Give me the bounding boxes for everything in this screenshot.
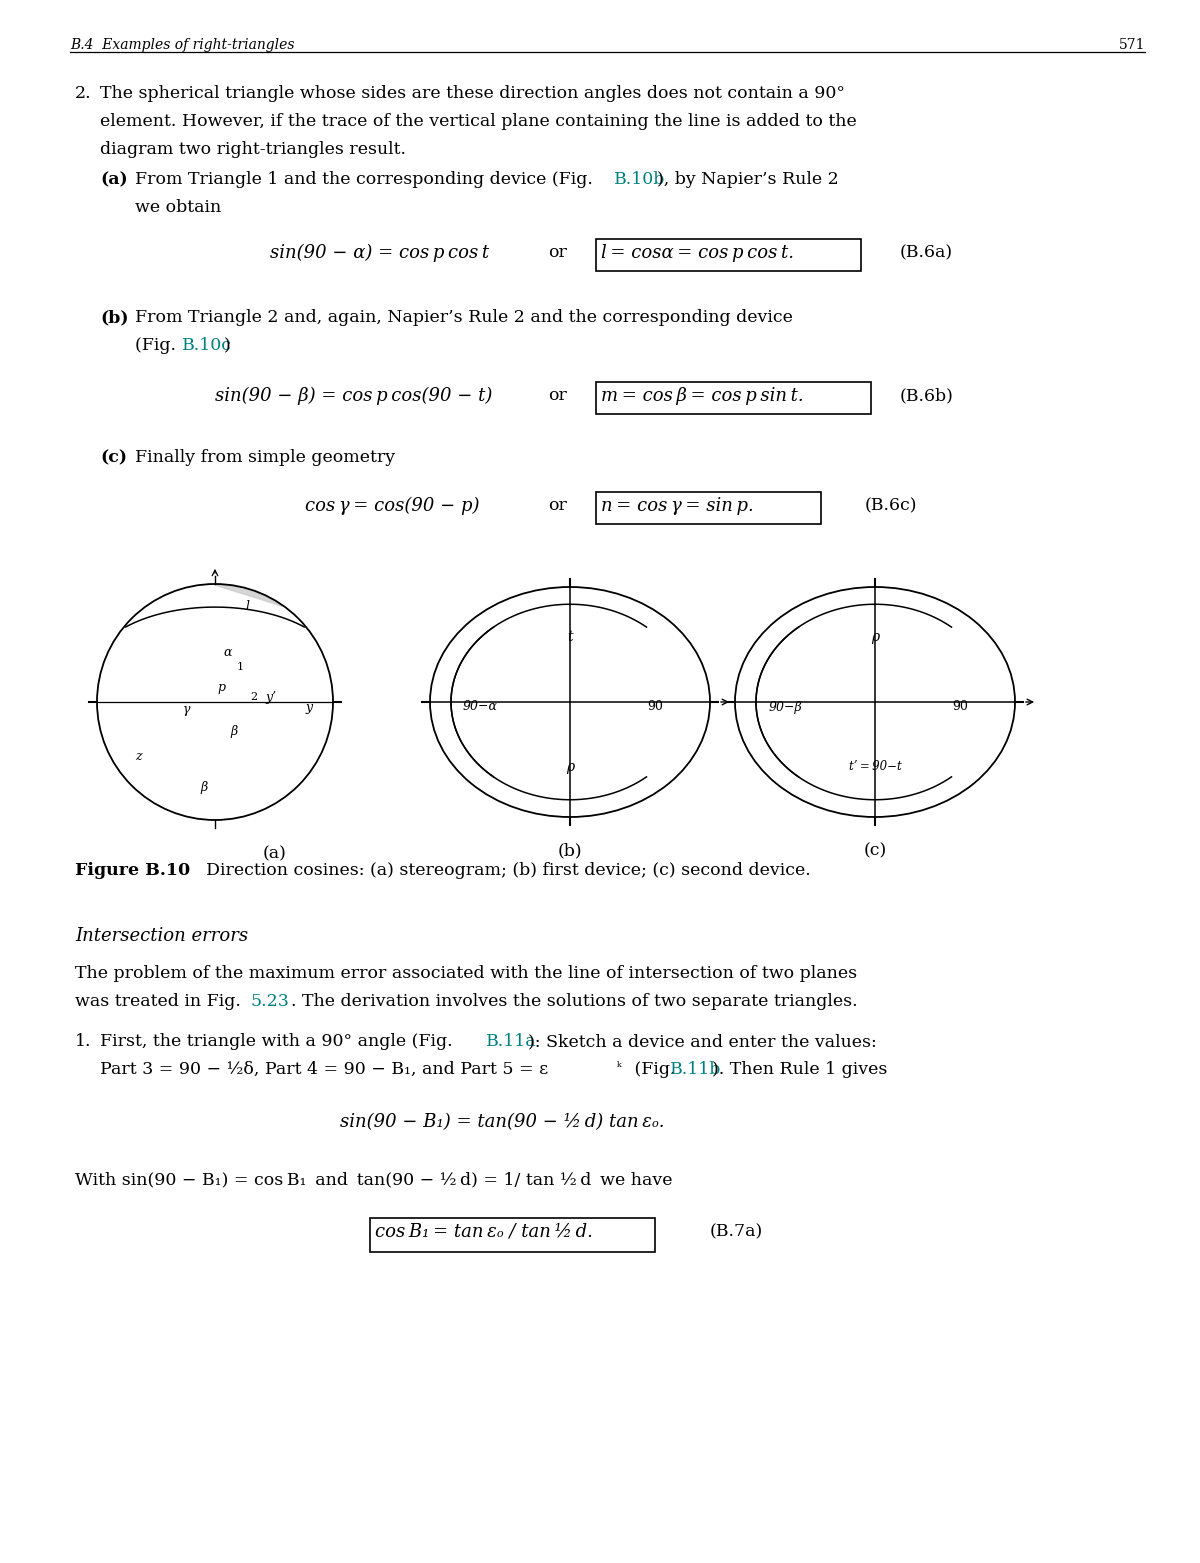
Text: Intersection errors: Intersection errors [74,927,248,946]
Text: 1: 1 [238,663,244,672]
Text: Part 3 = 90 − ½δ, Part 4 = 90 − B₁, and Part 5 = ε: Part 3 = 90 − ½δ, Part 4 = 90 − B₁, and … [100,1061,548,1078]
Text: sin(90 − α) = cos p cos t: sin(90 − α) = cos p cos t [270,244,490,263]
Text: (B.6c): (B.6c) [865,497,918,514]
Text: 90: 90 [647,700,662,713]
Text: m = cos β = cos p sin t.: m = cos β = cos p sin t. [601,388,804,405]
Text: (a): (a) [100,170,127,188]
Text: From Triangle 1 and the corresponding device (Fig.: From Triangle 1 and the corresponding de… [134,170,599,188]
Text: (b): (b) [100,309,128,327]
Text: B.10b: B.10b [614,170,665,188]
Text: sin(90 − β) = cos p cos(90 − t): sin(90 − β) = cos p cos(90 − t) [215,388,492,405]
Text: (B.6a): (B.6a) [900,244,953,261]
Text: y’: y’ [265,691,276,703]
Text: t: t [568,630,572,644]
Text: ρ: ρ [566,760,574,774]
Text: Finally from simple geometry: Finally from simple geometry [134,449,395,466]
Text: (B.7a): (B.7a) [710,1222,763,1239]
Text: (c): (c) [863,842,887,860]
Text: First, the triangle with a 90° angle (Fig.: First, the triangle with a 90° angle (Fi… [100,1033,458,1050]
Text: 2.: 2. [74,84,91,102]
Text: ρ: ρ [871,630,880,644]
Text: 2: 2 [250,692,257,702]
Text: Direction cosines: (a) stereogram; (b) first device; (c) second device.: Direction cosines: (a) stereogram; (b) f… [194,863,811,878]
Bar [596,381,871,414]
Text: Figure B.10: Figure B.10 [74,863,191,878]
Text: B.11b: B.11b [670,1061,721,1078]
Text: β: β [200,780,208,794]
Text: γ: γ [182,703,191,716]
Text: p: p [217,680,226,694]
Text: cos γ = cos(90 − p): cos γ = cos(90 − p) [305,497,480,516]
Text: β: β [230,725,238,738]
Text: (b): (b) [558,842,582,860]
Text: z: z [134,750,142,763]
Text: or: or [548,244,566,261]
Text: ): Sketch a device and enter the values:: ): Sketch a device and enter the values: [528,1033,877,1050]
Text: diagram two right-triangles result.: diagram two right-triangles result. [100,141,406,158]
Text: 5.23: 5.23 [251,993,290,1010]
Text: (a): (a) [263,846,287,863]
Text: B.4  Examples of right-triangles: B.4 Examples of right-triangles [70,38,294,52]
Text: (Fig.: (Fig. [134,338,181,353]
Text: B.11a: B.11a [486,1033,536,1050]
Text: The spherical triangle whose sides are these direction angles does not contain a: The spherical triangle whose sides are t… [100,84,845,102]
Text: sin(90 − B₁) = tan(90 − ½ d) tan εₒ.: sin(90 − B₁) = tan(90 − ½ d) tan εₒ. [340,1113,665,1132]
Text: With sin(90 − B₁) = cos B₁ and tan(90 − ½ d) = 1/ tan ½ d we have: With sin(90 − B₁) = cos B₁ and tan(90 − … [74,1171,672,1188]
Text: 90: 90 [952,700,968,713]
Text: ). Then Rule 1 gives: ). Then Rule 1 gives [712,1061,887,1078]
Text: cos B₁ = tan εₒ / tan ½ d.: cos B₁ = tan εₒ / tan ½ d. [374,1222,593,1241]
Text: ), by Napier’s Rule 2: ), by Napier’s Rule 2 [658,170,839,188]
Text: n = cos γ = sin p.: n = cos γ = sin p. [601,497,754,514]
Text: B.10c: B.10c [182,338,232,353]
Text: 90−α: 90−α [462,700,498,713]
Text: ): ) [224,338,230,353]
Text: we obtain: we obtain [134,199,221,216]
Text: or: or [548,388,566,403]
Text: y: y [305,700,312,713]
Text: 1.: 1. [74,1033,91,1050]
Text: From Triangle 2 and, again, Napier’s Rule 2 and the corresponding device: From Triangle 2 and, again, Napier’s Rul… [134,309,793,327]
Text: t’ = 90−t: t’ = 90−t [848,761,901,774]
Text: (B.6b): (B.6b) [900,388,954,403]
Text: . The derivation involves the solutions of two separate triangles.: . The derivation involves the solutions … [292,993,858,1010]
Text: ᵏ: ᵏ [617,1061,622,1074]
Text: was treated in Fig.: was treated in Fig. [74,993,246,1010]
Text: α: α [223,646,232,658]
Text: element. However, if the trace of the vertical plane containing the line is adde: element. However, if the trace of the ve… [100,113,857,130]
Text: (c): (c) [100,449,127,466]
Text: The problem of the ​maximum​ error associated with the line of intersection of t: The problem of the ​maximum​ error assoc… [74,964,857,982]
Text: 90−β: 90−β [768,700,802,713]
Bar [596,239,862,270]
Bar [370,1218,655,1252]
Text: l: l [245,600,250,614]
Text: 571: 571 [1118,38,1145,52]
Polygon shape [215,585,282,606]
Text: l = cosα = cos p cos t.: l = cosα = cos p cos t. [601,244,794,263]
Text: or: or [548,497,566,514]
Text: (Fig.: (Fig. [629,1061,682,1078]
Bar [596,492,821,524]
